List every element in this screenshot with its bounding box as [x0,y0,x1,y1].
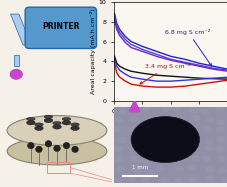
Circle shape [117,137,126,143]
Circle shape [112,165,121,171]
Circle shape [155,107,165,113]
Circle shape [131,117,199,163]
Circle shape [190,148,199,154]
Circle shape [175,117,184,123]
Ellipse shape [44,115,52,118]
Circle shape [143,106,152,113]
Circle shape [156,138,165,144]
Circle shape [156,147,165,153]
Circle shape [172,137,181,144]
Circle shape [170,177,180,183]
Circle shape [145,118,154,125]
Circle shape [128,139,137,145]
Circle shape [204,107,213,114]
Circle shape [27,142,34,149]
Polygon shape [14,55,19,66]
Circle shape [200,157,209,164]
Circle shape [117,109,126,115]
Circle shape [126,167,135,173]
Circle shape [184,165,193,171]
Circle shape [115,116,124,122]
Circle shape [217,127,226,133]
Circle shape [131,107,140,113]
Circle shape [187,129,196,135]
Circle shape [155,156,164,162]
Ellipse shape [7,137,106,165]
Circle shape [143,127,152,133]
Circle shape [187,110,196,116]
Circle shape [157,177,166,183]
Text: PRINTER: PRINTER [42,22,79,31]
Circle shape [130,145,139,151]
Circle shape [144,139,153,145]
Circle shape [202,179,211,185]
Ellipse shape [44,118,52,123]
Circle shape [217,176,226,182]
Text: 3.4 mg S cm⁻²: 3.4 mg S cm⁻² [139,63,190,84]
Circle shape [219,155,227,161]
Circle shape [218,168,227,174]
Circle shape [144,167,153,173]
Ellipse shape [27,117,35,121]
Circle shape [175,145,184,151]
Text: 1 mm: 1 mm [131,165,148,170]
Circle shape [35,146,42,153]
Circle shape [129,125,138,131]
Circle shape [112,146,121,152]
Circle shape [146,147,155,153]
Ellipse shape [35,126,43,131]
Ellipse shape [70,126,79,131]
Circle shape [174,109,183,115]
Text: 6.8 mg S cm⁻²: 6.8 mg S cm⁻² [165,29,211,66]
X-axis label: Cycle number: Cycle number [144,115,197,124]
Ellipse shape [70,123,79,126]
Circle shape [129,117,138,123]
Circle shape [202,168,211,174]
Circle shape [45,141,52,147]
Circle shape [219,115,227,121]
Y-axis label: Areal capacity (mA h cm⁻²): Areal capacity (mA h cm⁻²) [89,9,95,94]
Circle shape [205,147,215,153]
Ellipse shape [7,116,106,145]
Circle shape [218,137,227,143]
Ellipse shape [35,123,43,126]
Bar [46,162,70,173]
Polygon shape [10,14,31,45]
Circle shape [201,126,210,133]
Circle shape [185,175,194,181]
Circle shape [170,165,179,171]
Circle shape [156,116,165,122]
Circle shape [174,156,183,162]
Circle shape [173,127,182,133]
Circle shape [72,146,78,153]
Ellipse shape [52,122,61,125]
Circle shape [63,142,69,149]
Circle shape [145,177,154,183]
Circle shape [188,157,197,163]
Circle shape [215,107,225,113]
Circle shape [201,117,210,123]
Circle shape [190,136,199,142]
Circle shape [116,128,125,134]
Ellipse shape [27,120,35,125]
Circle shape [155,129,165,135]
Ellipse shape [62,120,70,125]
Circle shape [117,175,126,182]
Ellipse shape [62,117,70,121]
FancyBboxPatch shape [25,7,96,48]
Circle shape [145,157,154,163]
Circle shape [204,135,213,142]
Ellipse shape [52,125,61,129]
Circle shape [130,177,139,183]
Circle shape [10,69,22,79]
Circle shape [129,158,138,164]
Circle shape [158,168,167,174]
Circle shape [215,149,225,155]
Circle shape [116,158,126,164]
Circle shape [185,119,194,125]
Circle shape [53,145,60,152]
